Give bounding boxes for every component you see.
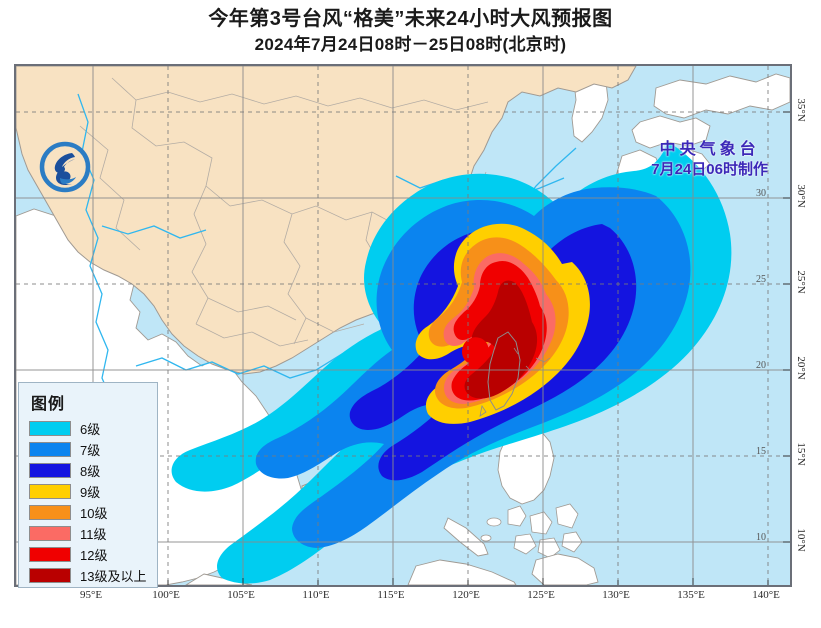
legend-label-6: 6级	[80, 422, 101, 437]
legend-item-12: 12级	[29, 544, 157, 565]
logo-swirl-base	[60, 177, 76, 184]
svg-text:20: 20	[756, 360, 766, 371]
y-axis-label-10n: 10°N	[795, 528, 807, 552]
svg-text:10: 10	[756, 532, 766, 543]
logo-swirl-top	[54, 153, 75, 173]
page-title: 今年第3号台风“格美”未来24小时大风预报图	[208, 8, 613, 30]
y-axis-label-15n: 15°N	[795, 442, 807, 466]
attribution-organization: 中央气象台	[659, 141, 760, 158]
legend-item-7: 7级	[29, 439, 157, 460]
x-axis-label-140e: 140°E	[752, 589, 780, 601]
legend-item-10: 10级	[29, 502, 157, 523]
legend-label-10: 10级	[80, 506, 108, 521]
x-axis-label-95e: 95°E	[79, 589, 103, 601]
wind-secondary-core	[462, 337, 489, 365]
attribution-block: 中央气象台 7月24日06时制作	[651, 140, 768, 180]
svg-text:15: 15	[756, 446, 766, 457]
legend-label-12: 12级	[80, 548, 108, 563]
legend-label-11: 11级	[80, 527, 107, 542]
legend-swatch-11	[29, 526, 71, 541]
x-axis-label-100e: 100°E	[152, 589, 180, 601]
y-axis-label-30n: 30°N	[795, 184, 807, 208]
palawan-island	[443, 517, 489, 557]
svg-text:25: 25	[756, 274, 766, 285]
grid-value-labels: 30 25 20 15 10	[756, 188, 766, 543]
legend-swatch-8	[29, 463, 71, 478]
x-axis-label-120e: 120°E	[452, 589, 480, 601]
taiwan-outline-overlay	[487, 331, 521, 411]
china-mainland	[16, 66, 637, 375]
title-block: 今年第3号台风“格美”未来24小时大风预报图 2024年7月24日08时－25日…	[0, 0, 821, 62]
y-axis-label-35n: 35°N	[795, 98, 807, 122]
logo-ring	[39, 141, 91, 193]
japan-chugoku	[631, 115, 711, 149]
legend-swatch-13	[29, 568, 71, 583]
x-axis-label-125e: 125°E	[527, 589, 555, 601]
legend-item-8: 8级	[29, 460, 157, 481]
legend-swatch-10	[29, 505, 71, 520]
legend-item-13: 13级及以上	[29, 565, 157, 586]
x-axis-label-115e: 115°E	[377, 589, 405, 601]
y-axis-label-25n: 25°N	[795, 270, 807, 294]
legend-item-9: 9级	[29, 481, 157, 502]
japan-honshu	[653, 73, 790, 119]
legend-swatch-7	[29, 442, 71, 457]
legend-label-13: 13级及以上	[80, 569, 147, 584]
legend-box: 图例 6级 7级 8级 9级 10级 11级 12级 13级及以上	[18, 382, 158, 588]
x-axis-label-135e: 135°E	[677, 589, 705, 601]
legend-item-11: 11级	[29, 523, 157, 544]
legend-swatch-6	[29, 421, 71, 436]
x-axis-label-130e: 130°E	[602, 589, 630, 601]
legend-label-7: 7级	[80, 443, 101, 458]
attribution-issued-time: 7月24日06时制作	[651, 161, 768, 178]
legend-title: 图例	[31, 396, 66, 413]
legend-swatch-12	[29, 547, 71, 562]
legend-label-9: 9级	[80, 485, 101, 500]
core-island-specks	[513, 347, 551, 371]
mindanao-island	[531, 553, 599, 585]
page-subtitle: 2024年7月24日08时－25日08时(北京时)	[254, 35, 567, 54]
y-axis-label-20n: 20°N	[795, 356, 807, 380]
grid-minor	[16, 66, 790, 585]
frame-ticks	[92, 111, 790, 585]
x-axis-label-105e: 105°E	[227, 589, 255, 601]
legend-label-8: 8级	[80, 464, 101, 479]
penghu-islands	[479, 404, 487, 417]
legend-item-6: 6级	[29, 418, 157, 439]
cma-logo	[38, 140, 92, 194]
legend-swatch-9	[29, 484, 71, 499]
svg-text:30: 30	[756, 188, 766, 199]
x-axis-label-110e: 110°E	[302, 589, 330, 601]
borneo-island	[407, 559, 517, 585]
